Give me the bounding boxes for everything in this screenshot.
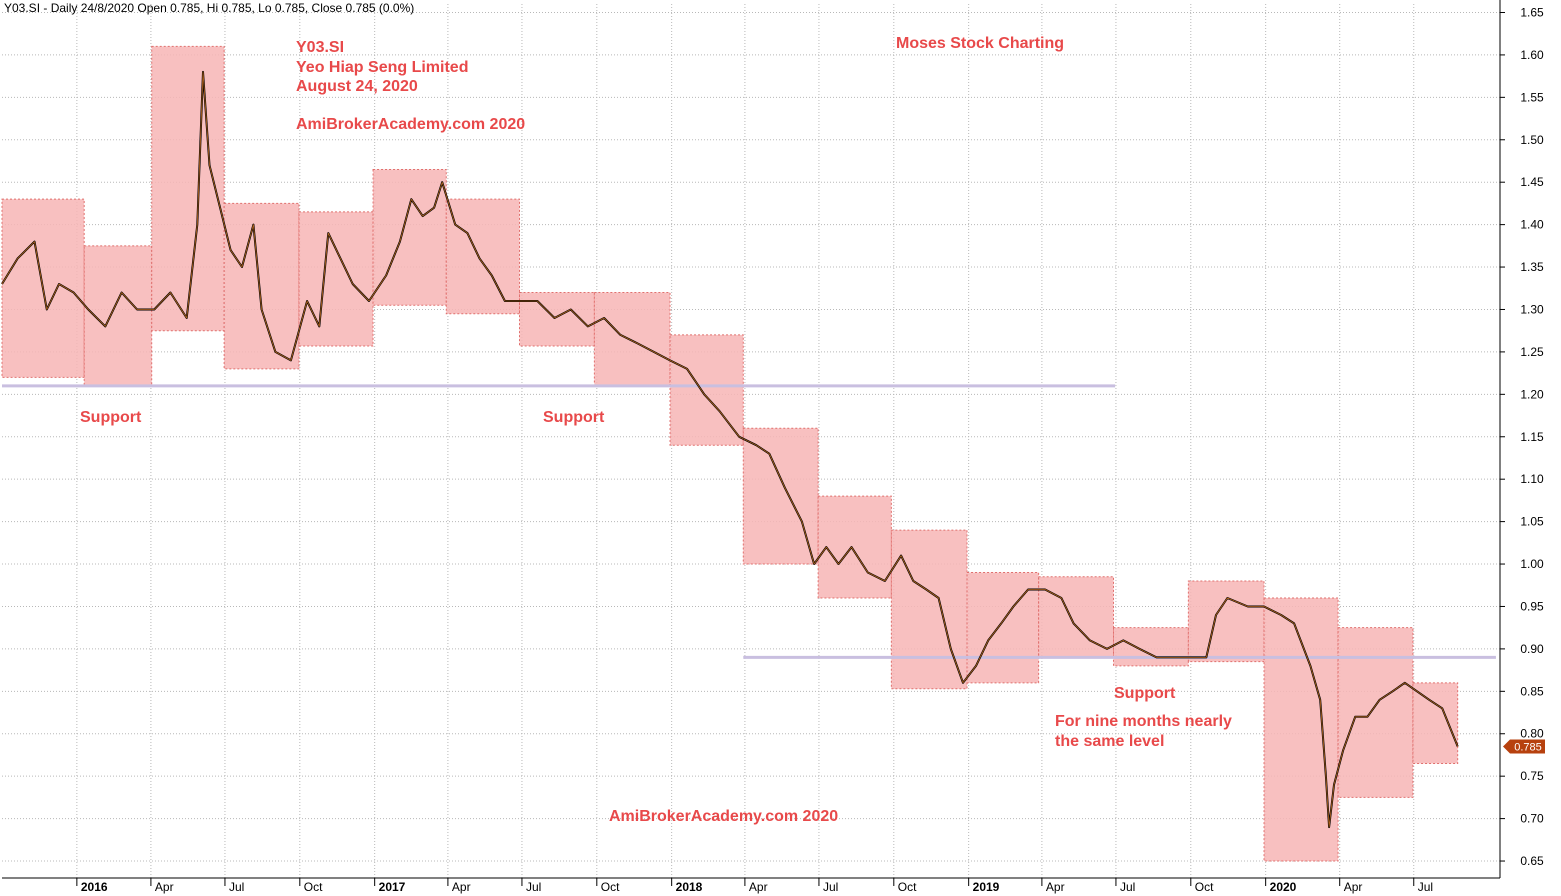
y-tick-label: 1.10 — [1520, 472, 1544, 486]
x-month-label: Oct — [304, 880, 323, 894]
x-month-label: Apr — [1344, 880, 1363, 894]
y-tick-label: 1.55 — [1520, 90, 1544, 104]
y-tick-label: 1.65 — [1520, 5, 1544, 19]
x-axis: 2016 2017 2018 2019 2020 Apr Jul Oct Apr Jul Oct Ap… — [2, 877, 1500, 894]
last-price-tag-label: 0.785 — [1514, 741, 1542, 753]
y-tick-label: 1.60 — [1520, 48, 1544, 62]
annotation-note-line2: the same level — [1055, 733, 1165, 750]
range-box — [1187, 580, 1265, 663]
last-price-tag-shape — [1503, 739, 1545, 754]
y-tick-label: 0.75 — [1520, 769, 1544, 783]
last-price-tag: 0.785 — [1503, 739, 1545, 754]
range-box — [372, 168, 447, 306]
price-series — [1, 70, 1459, 829]
chart-header: Y03.SI - Daily 24/8/2020 Open 0.785, Hi … — [4, 1, 415, 15]
x-month-label: Jul — [1418, 880, 1433, 894]
range-box — [817, 495, 892, 599]
range-box — [1263, 597, 1339, 862]
x-year-label: 2018 — [676, 880, 703, 894]
x-month-label: Jul — [229, 880, 244, 894]
y-tick-label: 1.15 — [1520, 430, 1544, 444]
annotation-site-bottom: AmiBrokerAcademy.com 2020 — [609, 808, 839, 825]
x-month-label: Apr — [749, 880, 768, 894]
x-year-label: 2017 — [379, 880, 406, 894]
range-box — [1337, 627, 1414, 798]
range-box — [742, 427, 819, 565]
annotation-symbol: Y03.SI — [296, 39, 345, 56]
y-tick-label: 1.30 — [1520, 302, 1544, 316]
range-box — [445, 198, 521, 315]
range-box — [1412, 682, 1459, 764]
x-year-label: 2020 — [1270, 880, 1297, 894]
y-tick-label: 1.35 — [1520, 260, 1544, 274]
y-tick-label: 0.65 — [1520, 854, 1544, 868]
y-tick-label: 0.95 — [1520, 599, 1544, 613]
annotation-site-top: AmiBrokerAcademy.com 2020 — [296, 116, 526, 133]
y-tick-label: 1.50 — [1520, 133, 1544, 147]
x-month-label: Jul — [1120, 880, 1135, 894]
y-tick-label: 0.70 — [1520, 812, 1544, 826]
range-box — [223, 202, 300, 370]
x-month-label: Jul — [526, 880, 541, 894]
y-tick-label: 1.00 — [1520, 557, 1544, 571]
y-tick-label: 0.85 — [1520, 684, 1544, 698]
annotation-support-3: Support — [1114, 685, 1176, 702]
annotation-support-2: Support — [543, 409, 605, 426]
range-box — [1112, 627, 1189, 667]
range-box — [151, 45, 225, 332]
x-year-label: 2019 — [973, 880, 1000, 894]
range-boxes — [1, 45, 1459, 862]
y-tick-label: 1.40 — [1520, 218, 1544, 232]
annotation-date: August 24, 2020 — [296, 78, 418, 95]
range-box — [298, 211, 374, 347]
annotation-brand: Moses Stock Charting — [896, 35, 1065, 52]
range-box — [890, 529, 968, 690]
price-line-highlight — [1, 71, 1459, 828]
range-box — [593, 292, 671, 387]
x-year-label: 2016 — [81, 880, 108, 894]
x-month-label: Oct — [898, 880, 917, 894]
annotation-company: Yeo Hiap Seng Limited — [296, 59, 469, 76]
y-tick-label: 1.25 — [1520, 345, 1544, 359]
range-box — [1038, 576, 1114, 658]
x-month-label: Apr — [452, 880, 471, 894]
y-tick-label: 0.80 — [1520, 727, 1544, 741]
x-month-label: Apr — [1046, 880, 1065, 894]
y-tick-label: 1.05 — [1520, 515, 1544, 529]
y-tick-label: 0.90 — [1520, 642, 1544, 656]
annotation-support-1: Support — [80, 409, 142, 426]
y-axis: 1.65 1.60 1.55 1.50 1.45 1.40 1.35 1.30 1.25 1.20… — [1499, 0, 1544, 878]
x-month-label: Jul — [823, 880, 838, 894]
x-month-label: Apr — [155, 880, 174, 894]
x-month-label: Oct — [1195, 880, 1214, 894]
annotation-note-line1: For nine months nearly — [1055, 713, 1232, 730]
support-lines — [2, 384, 1496, 659]
y-tick-label: 1.20 — [1520, 387, 1544, 401]
y-tick-label: 1.45 — [1520, 175, 1544, 189]
x-month-label: Oct — [601, 880, 620, 894]
